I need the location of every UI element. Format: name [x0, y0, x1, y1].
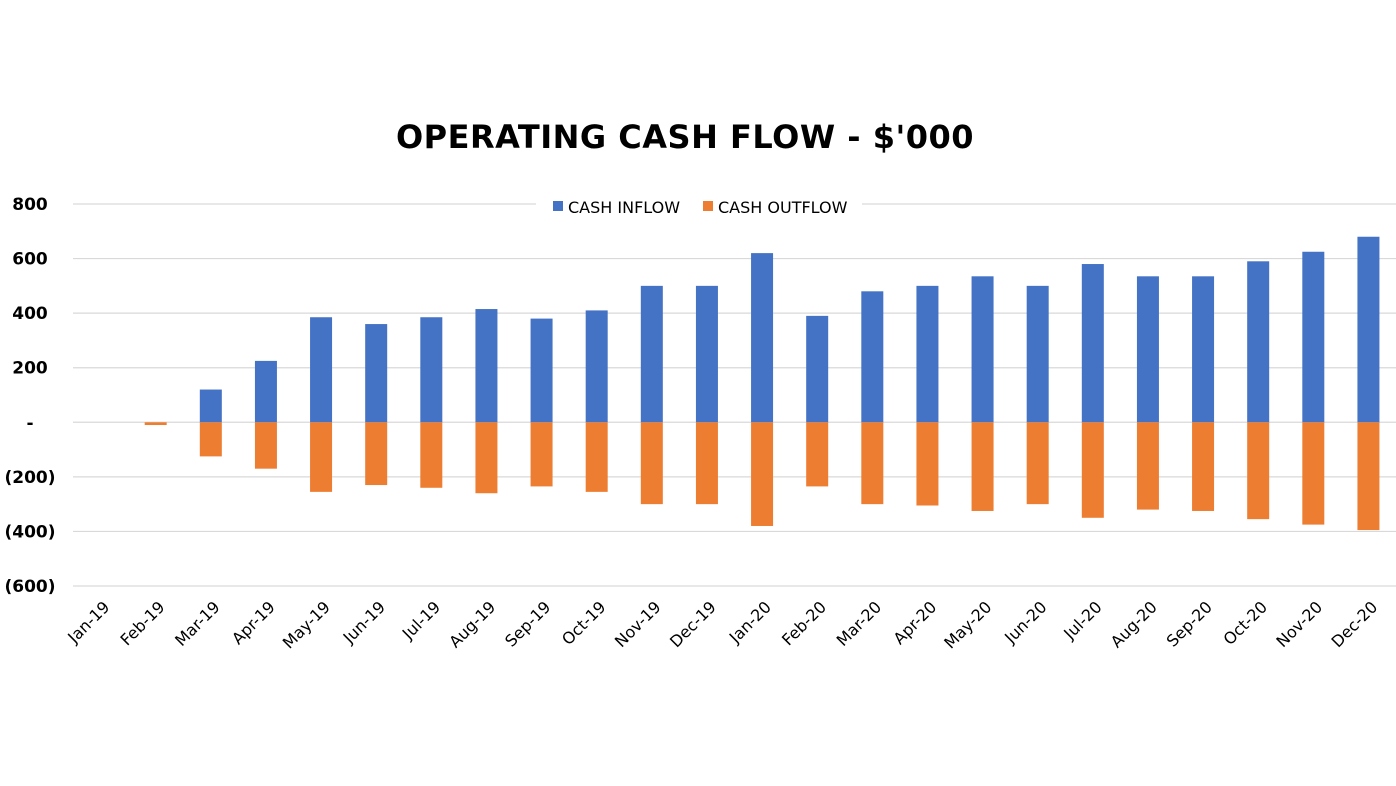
outflow-bar	[640, 422, 663, 505]
outflow-bar	[861, 422, 884, 505]
y-tick-label: 800	[12, 195, 48, 215]
x-tick-label: Jul-20	[1059, 597, 1105, 643]
outflow-bar	[310, 422, 333, 492]
x-tick-label: Dec-20	[1327, 597, 1381, 651]
x-tick-label: Jun-20	[1000, 597, 1050, 647]
x-tick-label: Aug-19	[445, 597, 499, 651]
inflow-bar	[1081, 264, 1104, 423]
outflow-bar	[365, 422, 388, 486]
inflow-bar	[199, 389, 222, 423]
outflow-bar	[1357, 422, 1380, 531]
inflow-bar	[806, 315, 829, 423]
x-axis: Jan-19 Feb-19 Mar-19 Apr-19 May-19 Jun-19 Jul-…	[63, 597, 1381, 652]
legend-background	[536, 192, 862, 220]
inflow-bar	[916, 285, 939, 423]
x-tick-label: Dec-19	[666, 597, 720, 651]
outflow-bar	[1247, 422, 1270, 520]
outflow-bar	[1192, 422, 1215, 511]
inflow-bar	[365, 324, 388, 423]
inflow-bar	[585, 310, 608, 423]
outflow-bar	[806, 422, 829, 487]
chart-title: OPERATING CASH FLOW - $'000	[395, 118, 975, 156]
outflow-bar	[199, 422, 222, 457]
inflow-bar	[1302, 251, 1325, 423]
inflow-bar	[971, 276, 994, 423]
inflow-bar	[254, 360, 277, 423]
legend-label: CASH INFLOW	[568, 198, 680, 217]
outflow-bar	[144, 422, 167, 426]
x-tick-label: Nov-20	[1272, 597, 1326, 651]
series-cash-inflow	[199, 236, 1380, 423]
x-tick-label: Oct-20	[1220, 597, 1271, 648]
legend: CASH INFLOW CASH OUTFLOW	[536, 192, 862, 220]
x-tick-label: Sep-20	[1163, 597, 1216, 650]
outflow-bar	[971, 422, 994, 511]
x-tick-label: Apr-19	[228, 597, 279, 648]
x-tick-label: Jul-19	[398, 597, 444, 643]
x-tick-label: Oct-19	[558, 597, 609, 648]
x-tick-label: Sep-19	[501, 597, 554, 650]
outflow-bar	[420, 422, 443, 488]
legend-label: CASH OUTFLOW	[718, 198, 848, 217]
outflow-bar	[1026, 422, 1049, 505]
outflow-bar	[530, 422, 553, 487]
outflow-bar	[695, 422, 718, 505]
inflow-bar	[420, 317, 443, 423]
outflow-bar	[916, 422, 939, 506]
bars	[144, 236, 1380, 531]
x-tick-label: May-19	[279, 597, 334, 652]
x-tick-label: Aug-20	[1107, 597, 1161, 651]
inflow-bar	[310, 317, 333, 423]
x-tick-label: Feb-19	[117, 597, 169, 649]
inflow-bar	[640, 285, 663, 423]
inflow-bar	[695, 285, 718, 423]
x-tick-label: Jan-20	[725, 597, 775, 647]
y-tick-label: 400	[12, 304, 48, 324]
y-tick-label: 600	[12, 250, 48, 270]
series-cash-outflow	[144, 422, 1380, 531]
y-tick-label: 200	[12, 359, 48, 379]
outflow-bar	[254, 422, 277, 469]
x-tick-label: Mar-20	[833, 597, 886, 650]
y-tick-label: (400)	[4, 522, 55, 542]
y-tick-label: (200)	[4, 468, 55, 488]
inflow-bar	[530, 318, 553, 423]
inflow-bar	[1026, 285, 1049, 423]
outflow-bar	[751, 422, 774, 526]
outflow-bar	[1081, 422, 1104, 518]
y-tick-label: (600)	[4, 577, 55, 597]
x-tick-label: Mar-19	[171, 597, 224, 650]
inflow-bar	[751, 253, 774, 423]
inflow-bar	[1136, 276, 1159, 423]
x-tick-label: Apr-20	[889, 597, 940, 648]
legend-swatch	[703, 201, 713, 211]
x-tick-label: Jun-19	[339, 597, 389, 647]
x-tick-label: Feb-20	[778, 597, 830, 649]
inflow-bar	[475, 309, 498, 423]
inflow-bar	[1357, 236, 1380, 423]
inflow-bar	[861, 291, 884, 423]
y-gridlines	[73, 203, 1396, 587]
outflow-bar	[1136, 422, 1159, 510]
x-tick-label: Jan-19	[63, 597, 113, 647]
outflow-bar	[1302, 422, 1325, 525]
inflow-bar	[1247, 261, 1270, 423]
y-axis: 800 600 400 200 - (200) (400) (600)	[4, 195, 55, 597]
y-tick-label: -	[26, 413, 33, 433]
outflow-bar	[585, 422, 608, 492]
legend-swatch	[553, 201, 563, 211]
x-tick-label: May-20	[940, 597, 995, 652]
x-tick-label: Nov-19	[611, 597, 665, 651]
outflow-bar	[475, 422, 498, 494]
inflow-bar	[1192, 276, 1215, 423]
